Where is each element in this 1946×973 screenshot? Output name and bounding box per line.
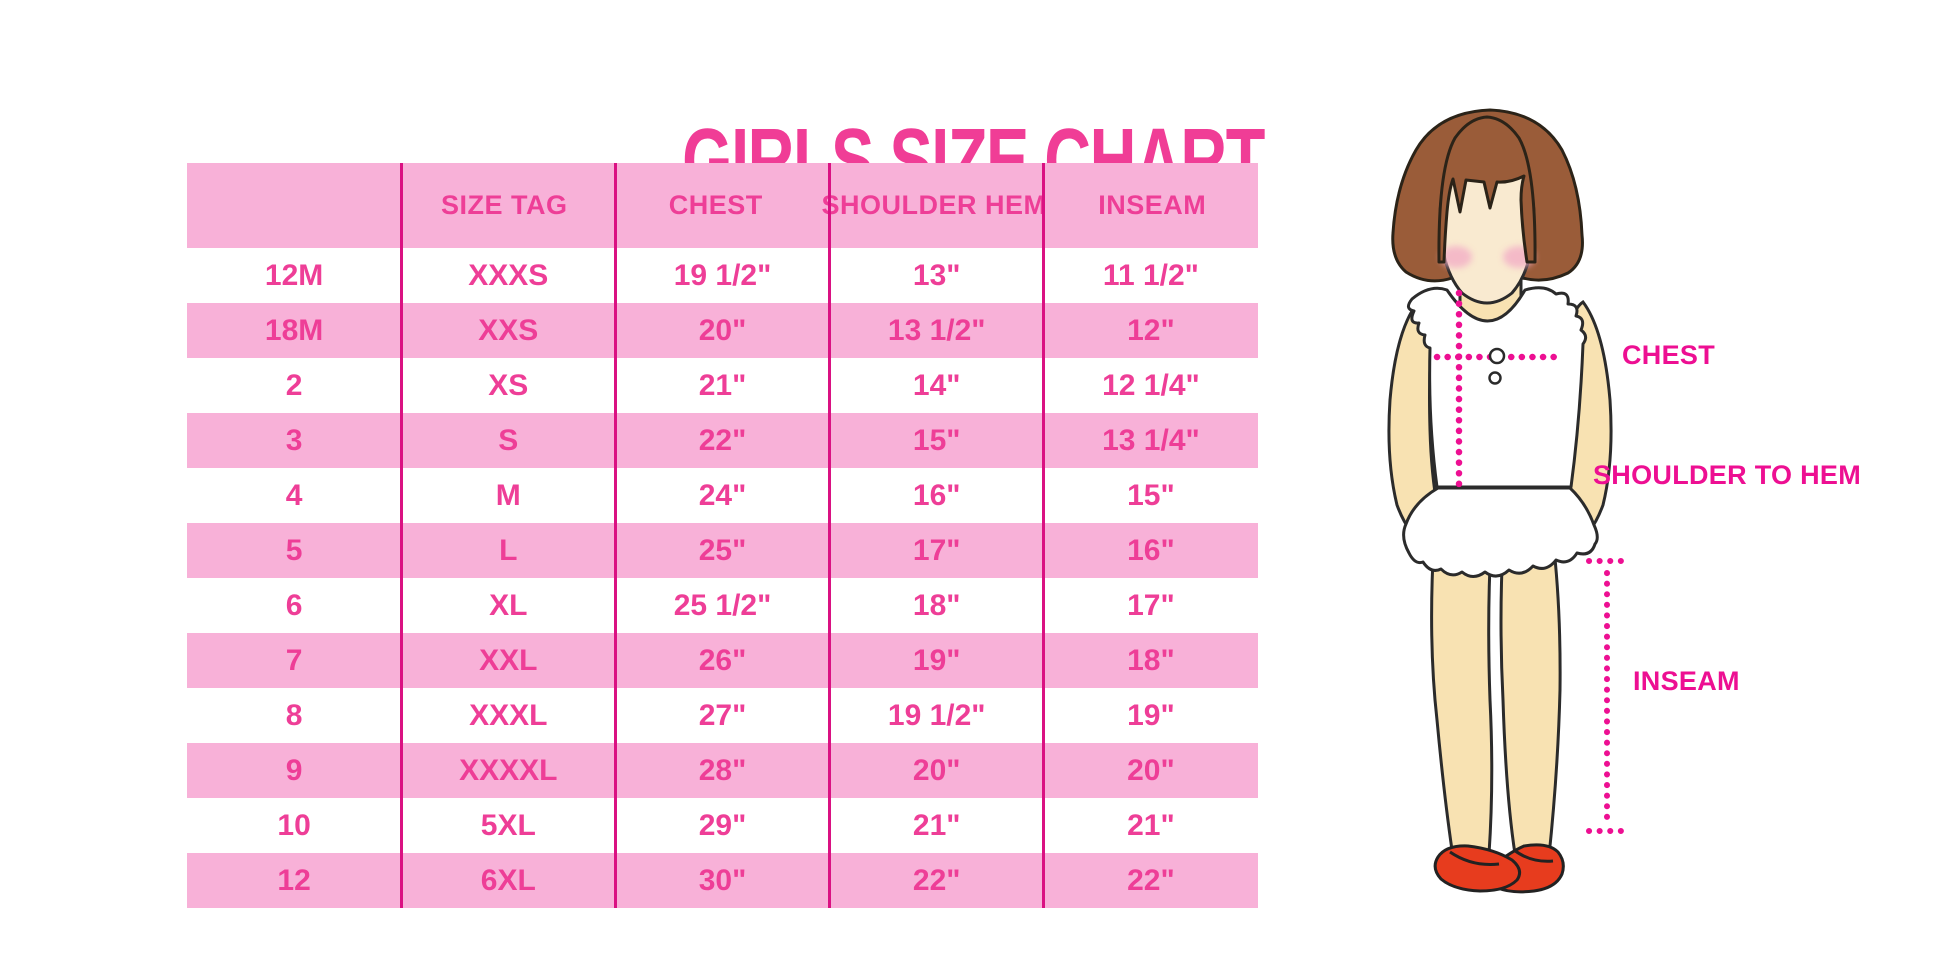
- table-cell: M: [495, 478, 521, 512]
- table-cell: 12": [1127, 313, 1175, 347]
- table-cell: 21": [698, 368, 747, 402]
- shoulder-to-hem-measure-label: SHOULDER TO HEM: [1593, 460, 1862, 490]
- table-row: 12M XXXS 19 1/2" 13" 11 1/2": [187, 248, 1258, 303]
- table-cell: 9: [285, 753, 303, 787]
- table-cell: XL: [489, 588, 528, 622]
- table-cell: 7: [285, 643, 303, 677]
- table-cell: 18": [912, 588, 961, 622]
- table-cell: 19": [1127, 698, 1175, 732]
- girl-measurement-illustration: [1387, 108, 1624, 894]
- table-cell: 10: [277, 808, 311, 842]
- column-header-size-tag: SIZE TAG: [440, 190, 568, 220]
- size-chart-table: SIZE TAG CHEST SHOULDER HEM INSEAM 12M X…: [187, 163, 1258, 908]
- left-shoe: [1433, 844, 1522, 893]
- table-cell: 29": [698, 808, 747, 842]
- table-cell: 25 1/2": [673, 588, 772, 622]
- column-header-shoulder-hem: SHOULDER HEM: [821, 190, 1047, 220]
- table-cell: 5: [285, 533, 303, 567]
- table-cell: 28": [698, 753, 747, 787]
- table-cell: 15": [912, 423, 961, 457]
- table-cell: 19": [912, 643, 961, 677]
- table-cell: 22": [698, 423, 747, 457]
- table-cell: 18": [1127, 643, 1175, 677]
- table-cell: 5XL: [480, 808, 536, 842]
- blush-left: [1440, 246, 1472, 268]
- table-cell: 16": [912, 478, 961, 512]
- table-cell: 13": [912, 258, 961, 292]
- column-divider: [1042, 163, 1046, 908]
- table-cell: 20": [912, 753, 961, 787]
- table-cell: XXXL: [469, 698, 548, 732]
- table-cell: XS: [488, 368, 529, 402]
- table-cell: 12M: [264, 258, 324, 292]
- table-cell: 17": [912, 533, 961, 567]
- table-cell: 6XL: [480, 863, 536, 897]
- table-cell: 2: [285, 368, 303, 402]
- table-row: 9 XXXXL 28" 20" 20": [187, 743, 1258, 798]
- table-cell: 4: [285, 478, 303, 512]
- table-cell: XXS: [478, 313, 539, 347]
- left-shoe-strap: [1449, 850, 1500, 866]
- table-cell: XXXXL: [459, 753, 558, 787]
- table-row: 6 XL 25 1/2" 18" 17": [187, 578, 1258, 633]
- chest-measure-label: CHEST: [1622, 340, 1716, 370]
- column-divider: [613, 163, 617, 908]
- top-garment: [1407, 286, 1588, 489]
- skirt: [1402, 486, 1599, 578]
- hair-bangs: [1437, 115, 1537, 264]
- table-cell: 22": [1127, 863, 1175, 897]
- table-cell: 20": [1127, 753, 1175, 787]
- right-leg: [1499, 537, 1562, 858]
- table-cell: XXXS: [468, 258, 549, 292]
- table-cell: 3: [285, 423, 303, 457]
- table-cell: 26": [698, 643, 747, 677]
- table-row: 5 L 25" 17" 16": [187, 523, 1258, 578]
- inseam-measure-label: INSEAM: [1633, 666, 1740, 696]
- table-row: 12 6XL 30" 22" 22": [187, 853, 1258, 908]
- table-row: 2 XS 21" 14" 12 1/4": [187, 358, 1258, 413]
- top-button-1: [1488, 347, 1506, 365]
- table-cell: S: [498, 423, 519, 457]
- column-header-size: [187, 163, 399, 248]
- table-cell: 13 1/4": [1102, 423, 1200, 457]
- table-cell: 12: [277, 863, 311, 897]
- table-header-row: SIZE TAG CHEST SHOULDER HEM INSEAM: [187, 163, 1258, 248]
- table-cell: 14": [912, 368, 961, 402]
- table-cell: 8: [285, 698, 303, 732]
- table-cell: 21": [912, 808, 961, 842]
- top-button-2: [1488, 371, 1502, 385]
- table-cell: 27": [698, 698, 747, 732]
- table-cell: 22": [912, 863, 961, 897]
- table-row: 18M XXS 20" 13 1/2" 12": [187, 303, 1258, 358]
- table-cell: 24": [698, 478, 747, 512]
- table-row: 8 XXXL 27" 19 1/2" 19": [187, 688, 1258, 743]
- table-cell: 13 1/2": [887, 313, 986, 347]
- table-cell: 15": [1127, 478, 1175, 512]
- column-header-inseam: INSEAM: [1098, 190, 1207, 220]
- table-cell: 18M: [264, 313, 324, 347]
- left-leg: [1430, 537, 1494, 856]
- table-row: 7 XXL 26" 19" 18": [187, 633, 1258, 688]
- column-divider: [828, 163, 832, 908]
- table-cell: 20": [698, 313, 747, 347]
- column-header-chest: CHEST: [668, 190, 763, 220]
- table-cell: 19 1/2": [673, 258, 772, 292]
- table-cell: XXL: [479, 643, 538, 677]
- right-shoe-strap: [1513, 848, 1554, 863]
- table-cell: 21": [1127, 808, 1175, 842]
- table-cell: 6: [285, 588, 303, 622]
- table-cell: 17": [1127, 588, 1175, 622]
- table-cell: 19 1/2": [887, 698, 986, 732]
- table-row: 4 M 24" 16" 15": [187, 468, 1258, 523]
- table-row: 3 S 22" 15" 13 1/4": [187, 413, 1258, 468]
- table-cell: 11 1/2": [1102, 258, 1199, 292]
- table-row: 10 5XL 29" 21" 21": [187, 798, 1258, 853]
- table-cell: 12 1/4": [1102, 368, 1200, 402]
- table-cell: 25": [698, 533, 747, 567]
- table-cell: 30": [698, 863, 747, 897]
- column-divider: [399, 163, 403, 908]
- table-cell: 16": [1127, 533, 1175, 567]
- table-cell: L: [499, 533, 518, 567]
